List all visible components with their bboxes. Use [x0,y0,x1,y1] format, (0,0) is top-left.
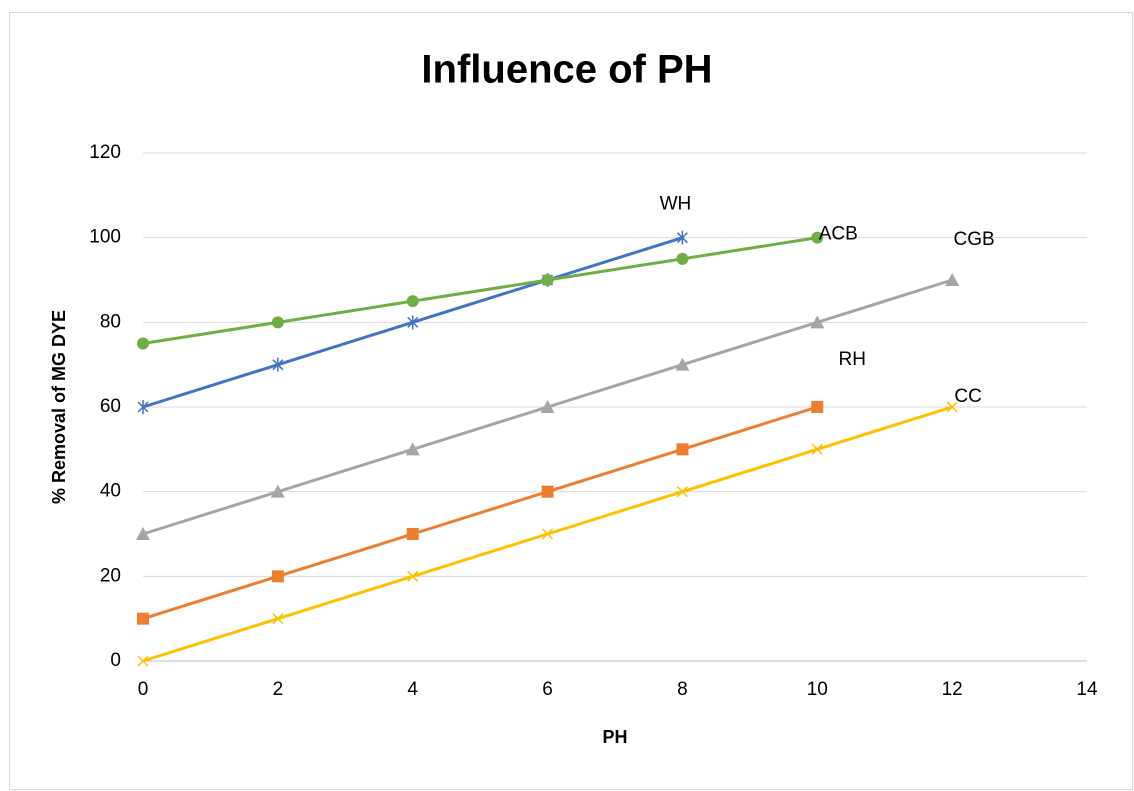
marker [540,400,555,413]
series-label: CGB [954,229,995,250]
series-label: WH [660,194,692,215]
marker [270,484,285,498]
marker [407,315,419,330]
marker [810,315,825,329]
marker [137,400,149,414]
x-tick-label: 14 [1076,679,1098,700]
x-tick-label: 2 [273,679,284,700]
y-tick-label: 120 [89,142,121,163]
marker [405,442,420,456]
series-label: CC [954,386,981,407]
series-line [142,236,818,345]
y-tick-label: 60 [100,396,121,417]
marker [137,655,149,667]
marker [541,485,554,498]
y-tick-label: 0 [110,650,121,671]
marker [676,252,689,265]
x-tick-label: 4 [407,679,418,700]
marker [272,613,284,625]
marker [945,273,960,286]
x-tick-label: 0 [138,679,149,700]
marker [137,612,149,625]
marker [676,486,688,498]
marker [137,337,149,350]
x-tick-label: 10 [807,679,828,700]
marker [541,274,554,286]
series-line [142,405,818,621]
y-tick-label: 80 [100,311,121,332]
chart-title: Influence of PH [421,48,712,92]
marker [542,528,554,540]
marker [676,443,689,456]
marker [272,357,284,372]
marker [811,401,824,413]
x-tick-label: 6 [542,679,553,700]
y-tick-label: 40 [100,481,121,502]
x-tick-label: 8 [677,679,688,700]
marker [406,295,419,308]
marker [676,230,688,245]
marker [811,231,824,244]
y-axis-label: % Removal of MG DYE [49,310,69,504]
y-tick-label: 20 [100,565,121,586]
marker [811,443,823,455]
marker [271,570,284,583]
marker [407,570,419,582]
series-label: RH [839,349,866,370]
marker [136,527,150,540]
series-label: ACB [819,224,858,245]
marker [406,528,419,540]
x-axis-label: PH [602,727,627,747]
y-tick-label: 100 [89,227,121,248]
marker [271,316,284,329]
marker [946,401,958,413]
x-tick-label: 12 [942,679,963,700]
marker [675,357,690,371]
